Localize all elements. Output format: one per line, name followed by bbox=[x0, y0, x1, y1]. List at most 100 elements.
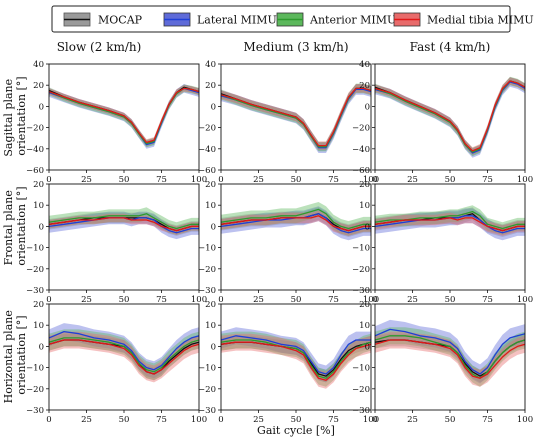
xtick-label-r0c0-3: 75 bbox=[156, 175, 167, 185]
line-anterior-mimu-r1c2 bbox=[375, 210, 525, 230]
row-label-frontal-line1: Frontal plane bbox=[2, 190, 15, 265]
band-lateral-mimu-r1c2 bbox=[375, 208, 525, 241]
row-label-sagittal: Sagittal plane orientation [°] bbox=[2, 75, 28, 156]
ytick-label-r2c1-0: 20 bbox=[205, 300, 216, 310]
xtick-label-r1c2-0: 0 bbox=[372, 295, 377, 305]
line-anterior-mimu-r2c1 bbox=[221, 339, 371, 379]
xtick-label-r1c2-4: 100 bbox=[517, 295, 533, 305]
panel-plot-r1c2 bbox=[375, 205, 525, 241]
band-anterior-mimu-r1c0 bbox=[49, 207, 199, 235]
xtick-label-r0c2-2: 50 bbox=[445, 175, 456, 185]
legend-label-medial-tibia-mimu: Medial tibia MIMU bbox=[427, 14, 534, 27]
ytick-label-r2c0-1: 10 bbox=[33, 321, 44, 331]
ytick-label-r2c0-0: 20 bbox=[33, 300, 44, 310]
ytick-label-r0c0-5: −60 bbox=[26, 166, 44, 176]
band-mocap-r2c2 bbox=[375, 333, 525, 383]
ytick-label-r0c2-5: −60 bbox=[352, 166, 370, 176]
legend-label-lateral-mimu: Lateral MIMU bbox=[197, 14, 277, 27]
line-medial-tibia-mimu-r2c0 bbox=[49, 339, 199, 375]
xtick-label-r0c0-0: 0 bbox=[46, 175, 51, 185]
ytick-label-r2c2-2: 0 bbox=[365, 342, 370, 352]
legend-entry-anterior-mimu: Anterior MIMU bbox=[276, 12, 396, 27]
ytick-label-r1c0-5: −30 bbox=[26, 286, 44, 296]
line-lateral-mimu-r1c1 bbox=[221, 213, 371, 234]
line-lateral-mimu-r2c1 bbox=[221, 335, 371, 375]
band-anterior-mimu-r1c2 bbox=[375, 205, 525, 235]
xtick-label-r1c0-3: 75 bbox=[156, 295, 167, 305]
column-title-slow: Slow (2 km/h) bbox=[57, 40, 142, 54]
xtick-label-r0c2-1: 25 bbox=[407, 175, 418, 185]
ytick-label-r2c0-3: −10 bbox=[26, 364, 44, 374]
ytick-label-r1c1-5: −30 bbox=[198, 286, 216, 296]
ytick-label-r1c2-3: −10 bbox=[352, 244, 370, 254]
line-anterior-mimu-r2c2 bbox=[375, 335, 525, 379]
column-title-medium: Medium (3 km/h) bbox=[243, 40, 348, 54]
line-lateral-mimu-r1c2 bbox=[375, 215, 525, 234]
xtick-label-r2c0-1: 25 bbox=[81, 415, 92, 425]
panel-plot-r2c1 bbox=[221, 327, 371, 389]
ytick-label-r1c1-3: −10 bbox=[198, 244, 216, 254]
xtick-label-r1c0-2: 50 bbox=[119, 295, 130, 305]
ytick-label-r2c0-5: −30 bbox=[26, 406, 44, 416]
ytick-label-r0c1-1: 20 bbox=[205, 81, 216, 91]
ytick-label-r0c1-2: 0 bbox=[211, 102, 216, 112]
ytick-label-r0c0-1: 20 bbox=[33, 81, 44, 91]
ytick-label-r0c2-3: −20 bbox=[352, 124, 370, 134]
row-label-horizontal: Horizontal plane orientation [°] bbox=[2, 307, 28, 404]
legend: MOCAP Lateral MIMU Anterior MIMU Medial … bbox=[51, 5, 534, 33]
ytick-label-r1c0-2: 0 bbox=[39, 222, 44, 232]
ytick-label-r1c2-2: 0 bbox=[365, 222, 370, 232]
line-medial-tibia-mimu-r2c1 bbox=[221, 341, 371, 381]
ytick-label-r0c0-2: 0 bbox=[39, 102, 44, 112]
xtick-label-r0c2-3: 75 bbox=[482, 175, 493, 185]
ytick-label-r0c2-0: 40 bbox=[359, 60, 370, 70]
row-label-horizontal-line2: orientation [°] bbox=[15, 315, 28, 394]
xtick-label-r1c2-1: 25 bbox=[407, 295, 418, 305]
xtick-label-r0c2-0: 0 bbox=[372, 175, 377, 185]
line-medial-tibia-mimu-r0c0 bbox=[49, 87, 199, 144]
ytick-label-r2c2-3: −10 bbox=[352, 364, 370, 374]
ytick-label-r0c1-5: −60 bbox=[198, 166, 216, 176]
ytick-label-r2c1-4: −20 bbox=[198, 385, 216, 395]
xtick-label-r2c1-2: 50 bbox=[291, 415, 302, 425]
xtick-label-r0c0-4: 100 bbox=[191, 175, 207, 185]
band-medial-tibia-mimu-r2c2 bbox=[375, 331, 525, 387]
xtick-label-r2c0-2: 50 bbox=[119, 415, 130, 425]
line-lateral-mimu-r1c0 bbox=[49, 217, 199, 234]
xtick-label-r1c1-4: 100 bbox=[363, 295, 379, 305]
band-lateral-mimu-r2c0 bbox=[49, 323, 199, 379]
line-anterior-mimu-r1c0 bbox=[49, 213, 199, 230]
xtick-label-r2c1-4: 100 bbox=[363, 415, 379, 425]
ytick-label-r1c2-0: 20 bbox=[359, 180, 370, 190]
ytick-label-r2c2-0: 20 bbox=[359, 300, 370, 310]
xtick-label-r2c2-0: 0 bbox=[372, 415, 377, 425]
line-medial-tibia-mimu-r0c1 bbox=[221, 87, 371, 147]
panel-plot-r1c0 bbox=[49, 207, 199, 240]
panel-plot-r0c0 bbox=[49, 84, 199, 149]
line-anterior-mimu-r2c0 bbox=[49, 337, 199, 373]
xtick-label-r0c1-1: 25 bbox=[253, 175, 264, 185]
xtick-label-r2c1-0: 0 bbox=[218, 415, 223, 425]
ytick-label-r0c2-2: 0 bbox=[365, 102, 370, 112]
xtick-label-r2c2-1: 25 bbox=[407, 415, 418, 425]
x-axis-label: Gait cycle [%] bbox=[257, 424, 335, 437]
xtick-label-r1c1-2: 50 bbox=[291, 295, 302, 305]
ytick-label-r1c2-4: −20 bbox=[352, 265, 370, 275]
xtick-label-r1c2-3: 75 bbox=[482, 295, 493, 305]
xtick-label-r2c0-3: 75 bbox=[156, 415, 167, 425]
xtick-label-r0c1-4: 100 bbox=[363, 175, 379, 185]
ytick-label-r2c1-2: 0 bbox=[211, 342, 216, 352]
xtick-label-r2c2-4: 100 bbox=[517, 415, 533, 425]
ytick-label-r1c1-4: −20 bbox=[198, 265, 216, 275]
ytick-label-r1c2-5: −30 bbox=[352, 286, 370, 296]
band-lateral-mimu-r0c2 bbox=[375, 77, 525, 158]
panel-plot-r0c2 bbox=[375, 76, 525, 158]
xtick-label-r2c1-3: 75 bbox=[328, 415, 339, 425]
ytick-label-r1c1-0: 20 bbox=[205, 180, 216, 190]
band-medial-tibia-mimu-r2c1 bbox=[221, 333, 371, 389]
row-label-sagittal-line1: Sagittal plane bbox=[2, 79, 15, 157]
